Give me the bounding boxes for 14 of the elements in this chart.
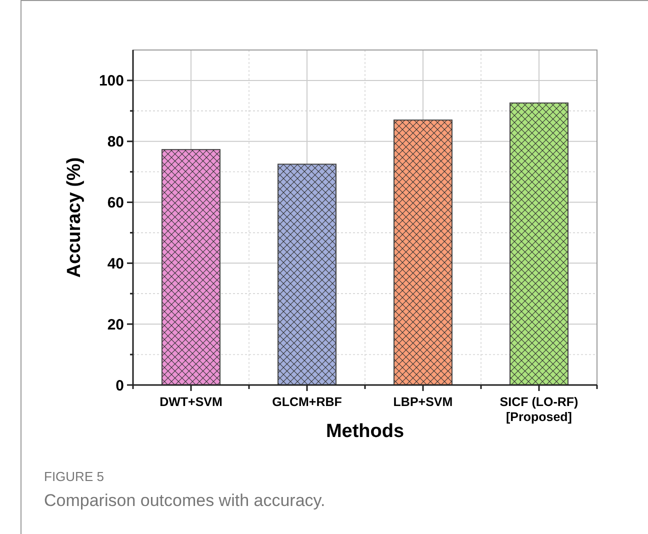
- y-axis-title: Accuracy (%): [64, 157, 85, 278]
- caption: FIGURE 5: [44, 469, 104, 484]
- text: Comparison outcomes with accuracy.: [44, 491, 326, 510]
- y-tick-label: 0: [116, 377, 124, 394]
- y-tick-label: 60: [107, 194, 124, 212]
- y-tick-label: 100: [98, 72, 124, 90]
- y-tick-label: 80: [107, 134, 124, 151]
- x-tick-label: SICF (LO-RF) [Proposed]: [500, 395, 578, 424]
- x-tick-label: GLCM+RBF: [272, 395, 342, 409]
- x-axis-title: Methods: [326, 421, 404, 442]
- y-tick-label: 20: [107, 316, 124, 334]
- x-tick-label: DWT+SVM: [160, 395, 222, 409]
- x-tick-label: LBP+SVM: [393, 395, 453, 409]
- y-tick-label: 40: [107, 255, 124, 272]
